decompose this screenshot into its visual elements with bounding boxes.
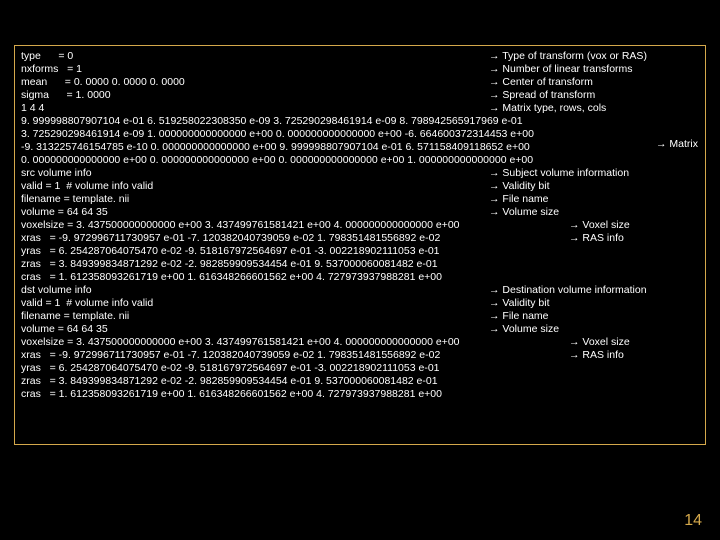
line-annotation: → RAS info bbox=[569, 232, 699, 245]
page-number: 14 bbox=[684, 512, 702, 530]
line-annotation: → Voxel size bbox=[569, 219, 699, 232]
line-left: voxelsize = 3. 437500000000000 e+00 3. 4… bbox=[21, 336, 460, 349]
line-left: xras = -9. 972996711730957 e-01 -7. 1203… bbox=[21, 232, 440, 245]
line-left: xras = -9. 972996711730957 e-01 -7. 1203… bbox=[21, 349, 440, 362]
line-annotation: → Voxel size bbox=[569, 336, 699, 349]
line-annotation: → Destination volume information bbox=[489, 284, 699, 297]
data-line: 9. 999998807907104 e-01 6. 5192580223083… bbox=[21, 115, 699, 128]
line-left: valid = 1 # volume info valid bbox=[21, 180, 153, 193]
matrix-block: 9. 999998807907104 e-01 6. 5192580223083… bbox=[21, 115, 699, 167]
header-block: type = 0 → Type of transform (vox or RAS)… bbox=[21, 50, 699, 115]
dst-voxel-block: voxelsize = 3. 437500000000000 e+00 3. 4… bbox=[21, 336, 699, 349]
data-line: 0. 000000000000000 e+00 0. 0000000000000… bbox=[21, 154, 699, 167]
line-left: nxforms = 1 bbox=[21, 63, 82, 76]
line-annotation: → Center of transform bbox=[489, 76, 699, 89]
line-annotation: → Volume size bbox=[489, 323, 699, 336]
transform-info-box: type = 0 → Type of transform (vox or RAS)… bbox=[14, 45, 706, 445]
line-annotation: → Matrix type, rows, cols bbox=[489, 102, 699, 115]
line-left: volume = 64 64 35 bbox=[21, 323, 108, 336]
data-line: yras = 6. 254287064075470 e-02 -9. 51816… bbox=[21, 362, 699, 375]
line-annotation: → Volume size bbox=[489, 206, 699, 219]
line-left: src volume info bbox=[21, 167, 92, 180]
data-line: cras = 1. 612358093261719 e+00 1. 616348… bbox=[21, 271, 699, 284]
line-annotation: → Subject volume information bbox=[489, 167, 699, 180]
line-annotation: → Spread of transform bbox=[489, 89, 699, 102]
src-ras-block: xras = -9. 972996711730957 e-01 -7. 1203… bbox=[21, 232, 699, 284]
dst-ras-block: xras = -9. 972996711730957 e-01 -7. 1203… bbox=[21, 349, 699, 401]
line-left: voxelsize = 3. 437500000000000 e+00 3. 4… bbox=[21, 219, 460, 232]
line-left: 1 4 4 bbox=[21, 102, 44, 115]
line-left: dst volume info bbox=[21, 284, 92, 297]
data-line: cras = 1. 612358093261719 e+00 1. 616348… bbox=[21, 388, 699, 401]
line-left: type = 0 bbox=[21, 50, 73, 63]
line-left: filename = template. nii bbox=[21, 310, 129, 323]
line-left: volume = 64 64 35 bbox=[21, 206, 108, 219]
src-voxel-block: voxelsize = 3. 437500000000000 e+00 3. 4… bbox=[21, 219, 699, 232]
matrix-annotation: → Matrix bbox=[656, 138, 698, 150]
src-volume-block: src volume info → Subject volume informat… bbox=[21, 167, 699, 219]
line-annotation: → File name bbox=[489, 310, 699, 323]
line-left: filename = template. nii bbox=[21, 193, 129, 206]
data-line: 3. 725290298461914 e-09 1. 0000000000000… bbox=[21, 128, 699, 141]
line-annotation: → Validity bit bbox=[489, 180, 699, 193]
line-left: sigma = 1. 0000 bbox=[21, 89, 111, 102]
line-left: valid = 1 # volume info valid bbox=[21, 297, 153, 310]
line-annotation: → Type of transform (vox or RAS) bbox=[489, 50, 699, 63]
data-line: -9. 313225746154785 e-10 0. 000000000000… bbox=[21, 141, 699, 154]
data-line: yras = 6. 254287064075470 e-02 -9. 51816… bbox=[21, 245, 699, 258]
dst-volume-block: dst volume info → Destination volume info… bbox=[21, 284, 699, 336]
line-annotation: → Validity bit bbox=[489, 297, 699, 310]
data-line: zras = 3. 849399834871292 e-02 -2. 98285… bbox=[21, 258, 699, 271]
line-annotation: → File name bbox=[489, 193, 699, 206]
line-annotation: → Number of linear transforms bbox=[489, 63, 699, 76]
data-line: zras = 3. 849399834871292 e-02 -2. 98285… bbox=[21, 375, 699, 388]
line-annotation: → RAS info bbox=[569, 349, 699, 362]
line-left: mean = 0. 0000 0. 0000 0. 0000 bbox=[21, 76, 185, 89]
